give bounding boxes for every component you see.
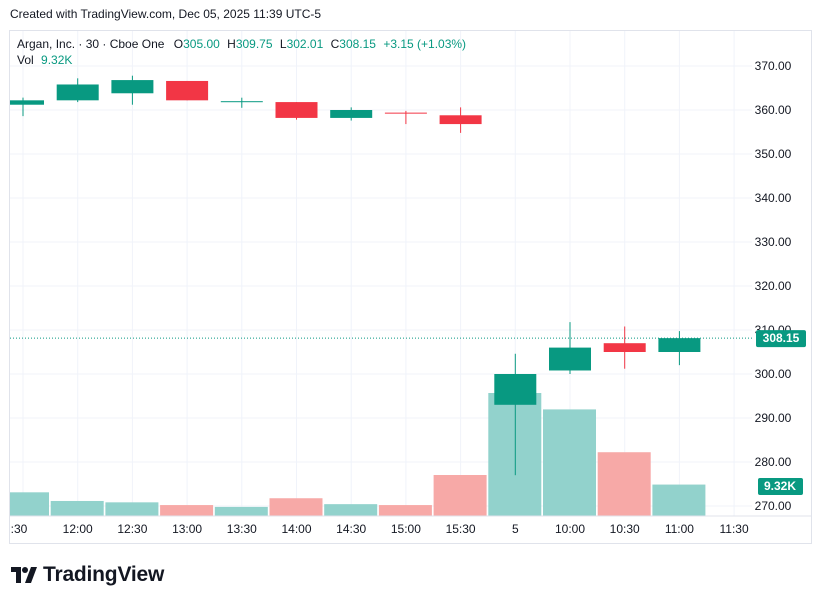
candle[interactable] — [220, 97, 263, 108]
candle-body — [166, 80, 209, 101]
legend-high-label: H — [227, 37, 236, 51]
x-tick-label: 15:00 — [391, 522, 421, 536]
x-tick-label: 5 — [512, 522, 519, 536]
legend-volume-row: Vol 9.32K — [17, 52, 466, 68]
y-tick-label: 350.00 — [755, 147, 792, 161]
legend-open-label: O — [173, 37, 184, 51]
x-tick-label: 13:30 — [227, 522, 257, 536]
candle[interactable] — [330, 107, 373, 121]
candle-body — [56, 84, 99, 101]
volume-bar — [160, 505, 214, 516]
y-tick-label: 340.00 — [755, 191, 792, 205]
volume-bar — [214, 506, 268, 516]
y-tick-label: 360.00 — [755, 103, 792, 117]
last-price-label: 308.15 — [763, 331, 800, 345]
legend-volume-value: 9.32K — [41, 53, 73, 67]
x-tick-label: 11:30 — [720, 522, 749, 536]
candle[interactable] — [111, 75, 154, 105]
x-tick-label: 10:30 — [610, 522, 640, 536]
y-tick-label: 280.00 — [755, 455, 792, 469]
candle-body — [111, 80, 154, 94]
brand[interactable]: TradingView — [11, 563, 164, 587]
candle[interactable] — [166, 80, 209, 101]
x-tick-label: 14:00 — [281, 522, 311, 536]
legend-low-label: L — [279, 37, 287, 51]
volume-bar — [433, 475, 487, 516]
time-axis[interactable]: :30 12:00 12:30 13:00 13:30 14:00 14:30 15:00 15… — [10, 515, 811, 536]
created-with-text: Created with TradingView.com, Dec 05, 20… — [10, 7, 322, 21]
volume-bar — [10, 492, 49, 516]
candlesticks — [10, 75, 701, 476]
last-price-badge: 308.15 — [756, 330, 806, 348]
x-tick-label: 13:00 — [172, 522, 202, 536]
candle-body — [220, 101, 263, 103]
candle-body — [439, 115, 482, 125]
candle[interactable] — [603, 326, 646, 369]
candle-body — [494, 374, 537, 405]
candle[interactable] — [494, 353, 537, 476]
candle-body — [384, 112, 427, 114]
candle[interactable] — [439, 107, 482, 133]
y-tick-label: 320.00 — [755, 279, 792, 293]
x-tick-label: 11:00 — [665, 522, 694, 536]
legend-change: +3.15 (+1.03%) — [383, 37, 467, 51]
y-tick-label: 300.00 — [755, 367, 792, 381]
grid-lines — [10, 31, 752, 516]
legend-close-label: C — [330, 37, 340, 51]
x-tick-label: 10:00 — [555, 522, 585, 536]
price-axis[interactable]: 270.00280.00290.00300.00310.00320.00330.… — [755, 59, 806, 513]
legend-low-value: 302.01 — [286, 37, 324, 51]
last-volume-label: 9.32K — [764, 479, 796, 493]
candle[interactable] — [658, 331, 701, 366]
y-tick-label: 290.00 — [755, 411, 792, 425]
x-tick-label: :30 — [11, 522, 28, 536]
volume-bar — [543, 409, 596, 516]
tradingview-logo-icon — [11, 567, 37, 583]
candle-body — [658, 338, 701, 352]
legend-symbol[interactable]: Argan, Inc. · 30 · Cboe One — [17, 37, 165, 51]
legend: Argan, Inc. · 30 · Cboe One O305.00 H309… — [17, 36, 466, 68]
legend-open-value: 305.00 — [183, 37, 220, 51]
legend-volume-label[interactable]: Vol — [17, 53, 34, 67]
x-tick-label: 15:30 — [446, 522, 476, 536]
volume-bar — [50, 500, 104, 516]
x-tick-label: 12:00 — [63, 522, 93, 536]
candle-body — [330, 110, 373, 118]
volume-bar — [105, 502, 159, 516]
x-tick-label: 14:30 — [336, 522, 366, 536]
candle-body — [603, 343, 646, 352]
y-tick-label: 270.00 — [755, 499, 792, 513]
candle[interactable] — [10, 97, 44, 117]
chart-frame — [9, 30, 812, 544]
y-tick-label: 370.00 — [755, 59, 792, 73]
brand-name: TradingView — [43, 563, 165, 586]
volume-bar — [269, 498, 323, 516]
volume-bar — [597, 452, 651, 516]
volume-bar — [324, 504, 378, 516]
volume-bars — [10, 393, 706, 516]
legend-close-value: 308.15 — [339, 37, 376, 51]
candle[interactable] — [384, 110, 427, 125]
last-volume-badge: 9.32K — [758, 478, 803, 495]
legend-high-value: 309.75 — [235, 37, 273, 51]
legend-ohlc-row: Argan, Inc. · 30 · Cboe One O305.00 H309… — [17, 36, 466, 52]
candle-body — [549, 347, 591, 371]
x-tick-label: 12:30 — [117, 522, 147, 536]
candle[interactable] — [275, 102, 318, 120]
volume-bar — [652, 484, 706, 516]
y-tick-label: 330.00 — [755, 235, 792, 249]
candle-body — [275, 102, 318, 118]
candle-body — [10, 100, 44, 105]
candle[interactable] — [56, 78, 99, 103]
volume-bar — [378, 505, 432, 516]
candle[interactable] — [549, 322, 591, 374]
